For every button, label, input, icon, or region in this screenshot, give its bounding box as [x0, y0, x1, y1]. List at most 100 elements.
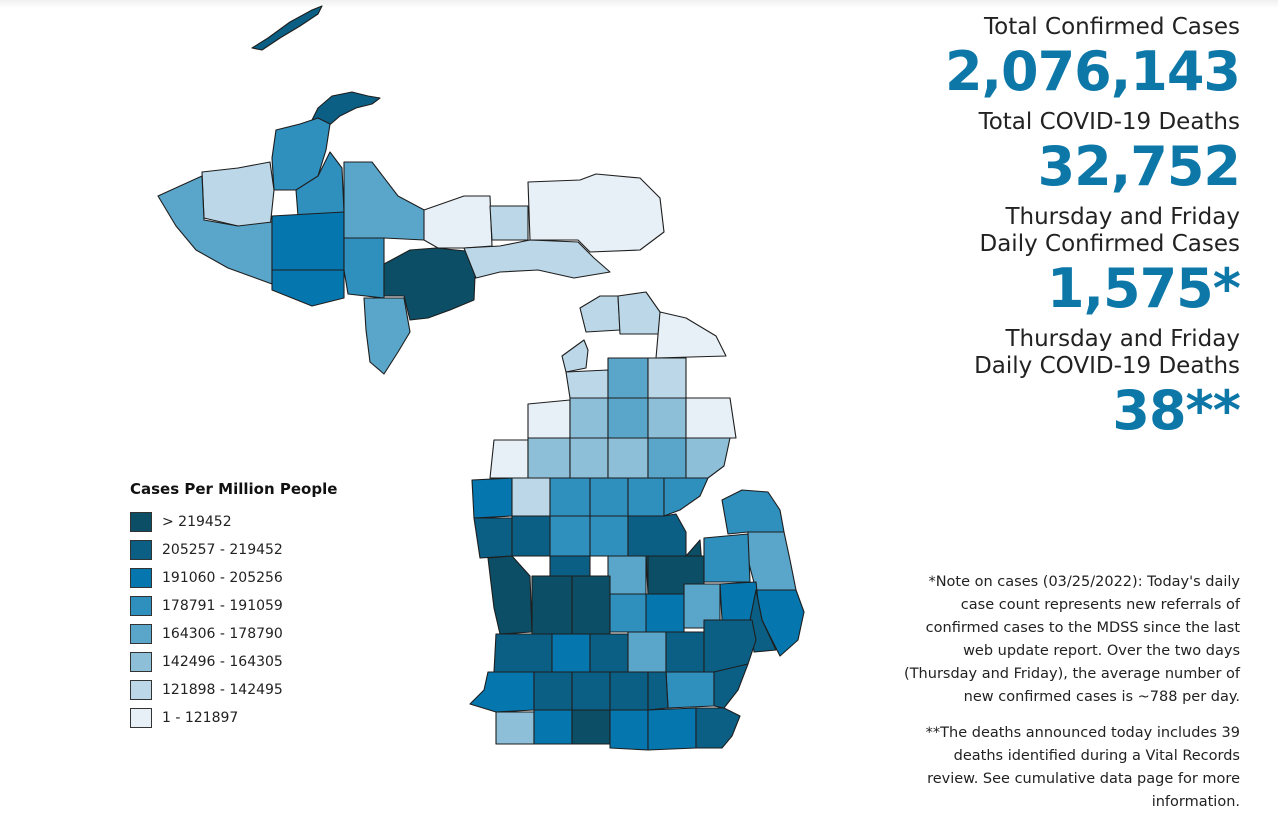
county-newaygo[interactable] [511, 477, 551, 517]
county-ontonagon[interactable] [201, 161, 275, 229]
legend-items: > 219452 205257 - 219452 191060 - 205256 17… [130, 508, 360, 732]
county-chippewa[interactable] [527, 173, 665, 253]
county-ottawa[interactable] [487, 555, 533, 635]
county-van-buren[interactable] [493, 633, 553, 673]
county-hillsdale-south[interactable] [647, 707, 697, 751]
legend-item: 1 - 121897 [130, 704, 360, 732]
county-dickinson[interactable] [343, 237, 385, 299]
county-branch[interactable] [609, 671, 649, 711]
county-ingham[interactable] [645, 593, 685, 633]
legend-swatch [130, 568, 152, 588]
county-huron[interactable] [721, 489, 785, 535]
county-luce[interactable] [489, 205, 529, 241]
county-alger[interactable] [343, 161, 429, 241]
county-emmet[interactable] [579, 295, 621, 333]
county-manistee[interactable] [527, 399, 571, 439]
county-menominee[interactable] [363, 297, 411, 375]
legend-label: 178791 - 191059 [162, 598, 283, 614]
county-st-joseph-south[interactable] [571, 709, 611, 745]
legend-item: > 219452 [130, 508, 360, 536]
map-legend: Cases Per Million People > 219452 205257 … [130, 480, 360, 732]
county-arenac[interactable] [685, 437, 731, 479]
county-barry[interactable] [571, 575, 611, 635]
county-mackinac[interactable] [463, 239, 611, 279]
county-alpena[interactable] [647, 357, 687, 399]
county-jackson[interactable] [627, 631, 667, 673]
county-cass[interactable] [533, 671, 573, 711]
county-osceola[interactable] [569, 437, 609, 479]
county-calhoun[interactable] [589, 633, 629, 673]
county-isle-royale[interactable] [251, 5, 323, 51]
county-otsego[interactable] [607, 357, 649, 399]
county-st-joseph[interactable] [571, 671, 611, 711]
deaths-note: **The deaths announced today includes 39… [925, 725, 1240, 810]
county-cheboygan[interactable] [617, 291, 663, 335]
legend-item: 121898 - 142495 [130, 676, 360, 704]
stat-total-deaths: Total COVID-19 Deaths 32,752 [880, 109, 1241, 198]
legend-swatch [130, 596, 152, 616]
county-eaton[interactable] [609, 593, 649, 633]
michigan-county-map[interactable] [150, 0, 810, 760]
county-sanilac[interactable] [747, 531, 797, 591]
county-monroe[interactable] [647, 671, 669, 711]
legend-label: 191060 - 205256 [162, 570, 283, 586]
county-houghton[interactable] [271, 117, 331, 191]
county-gladwin[interactable] [647, 437, 687, 479]
county-kalamazoo[interactable] [551, 633, 591, 673]
county-muskegon[interactable] [473, 517, 513, 559]
county-bay[interactable] [663, 477, 709, 517]
legend-item: 178791 - 191059 [130, 592, 360, 620]
county-lake[interactable] [527, 437, 571, 479]
county-oceana[interactable] [471, 477, 513, 519]
county-midland[interactable] [627, 477, 665, 517]
county-alcona[interactable] [685, 397, 737, 439]
legend-swatch [130, 624, 152, 644]
stat-total-cases: Total Confirmed Cases 2,076,143 [880, 14, 1241, 103]
county-lenawee-south[interactable] [695, 707, 741, 749]
county-presque-isle[interactable] [655, 311, 727, 359]
legend-label: 142496 - 164305 [162, 654, 283, 670]
stat-value: 1,575* [1046, 257, 1241, 320]
county-ogemaw[interactable] [647, 397, 687, 439]
legend-item: 164306 - 178790 [130, 620, 360, 648]
county-berrien-south[interactable] [495, 711, 535, 745]
county-isabella[interactable] [589, 477, 629, 517]
county-mason[interactable] [489, 439, 529, 479]
county-saginaw[interactable] [627, 513, 687, 557]
county-delta[interactable] [383, 247, 477, 321]
legend-title: Cases Per Million People [130, 480, 338, 498]
legend-item: 142496 - 164305 [130, 648, 360, 676]
stat-value: 32,752 [1037, 135, 1241, 198]
legend-swatch [130, 652, 152, 672]
legend-swatch [130, 540, 152, 560]
county-branch-south[interactable] [609, 709, 649, 751]
county-lapeer[interactable] [703, 533, 751, 583]
county-marquette[interactable] [271, 211, 345, 271]
county-grand-traverse[interactable] [565, 369, 609, 399]
county-clare[interactable] [607, 437, 649, 479]
county-iron[interactable] [271, 269, 345, 307]
county-clinton[interactable] [607, 555, 647, 595]
county-washtenaw[interactable] [665, 631, 705, 673]
county-schoolcraft[interactable] [423, 195, 493, 249]
county-berrien[interactable] [469, 671, 535, 713]
stat-value: 38** [1112, 379, 1241, 442]
county-wexford[interactable] [569, 397, 609, 439]
county-crawford[interactable] [607, 397, 649, 439]
county-kent[interactable] [511, 515, 551, 557]
legend-label: 164306 - 178790 [162, 626, 283, 642]
county-hillsdale[interactable] [665, 671, 715, 709]
legend-label: > 219452 [162, 514, 232, 530]
county-macomb[interactable] [749, 589, 777, 653]
county-gratiot[interactable] [589, 515, 629, 557]
stat-label: Thursday and Friday Daily Confirmed Case… [979, 204, 1241, 257]
county-mecosta[interactable] [549, 477, 591, 517]
stat-daily-deaths: Thursday and Friday Daily COVID-19 Death… [880, 326, 1241, 442]
county-montcalm[interactable] [549, 515, 591, 557]
county-lenawee[interactable] [713, 663, 749, 709]
county-cass-south[interactable] [533, 709, 573, 745]
county-allegan[interactable] [531, 575, 573, 635]
legend-swatch [130, 708, 152, 728]
stat-daily-cases: Thursday and Friday Daily Confirmed Case… [880, 204, 1242, 320]
county-leelanau[interactable] [561, 339, 589, 373]
